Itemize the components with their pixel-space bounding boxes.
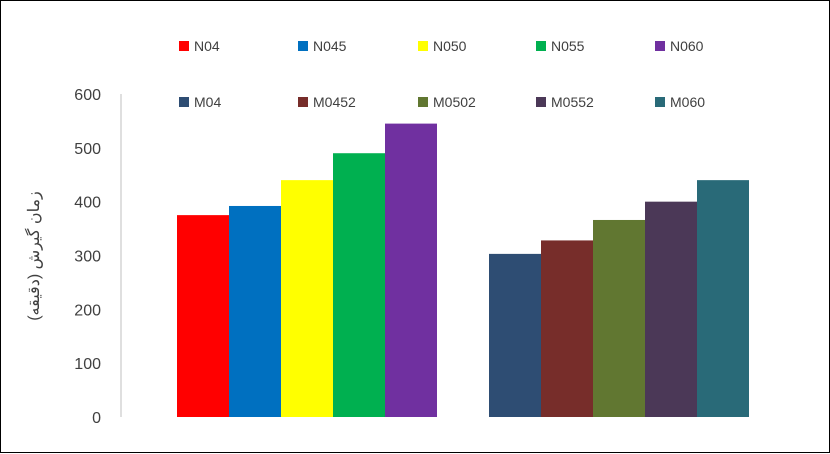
legend-swatch [179,41,189,51]
bar-n045 [229,205,281,417]
legend-swatch [418,41,428,51]
legend-item-m04: M04 [179,94,221,110]
bar-m0502 [593,219,645,417]
legend-swatch [418,97,428,107]
legend: N04 N045 N050 N055 N060 M04 M0452 M0502 M0552 M06… [179,38,705,110]
y-axis-label: زمان گیرش (دقیقه) [24,191,43,321]
legend-item-m0502: M0502 [418,94,476,110]
y-axis: 0 100 200 300 400 500 600 [74,87,122,427]
legend-label: M04 [194,94,221,110]
y-tick-label: 100 [74,356,101,373]
legend-swatch [179,97,189,107]
bar-n050 [281,180,333,417]
legend-label: M0552 [551,94,594,110]
legend-label: N045 [313,38,347,54]
legend-item-m0452: M0452 [298,94,356,110]
y-tick-label: 400 [74,195,101,212]
legend-swatch [298,97,308,107]
bar-n04 [177,215,229,417]
y-tick-label: 0 [92,410,101,427]
y-tick-label: 500 [74,141,101,158]
legend-swatch [655,97,665,107]
bar-m060 [697,180,749,417]
legend-label: M0452 [313,94,356,110]
legend-item-n045: N045 [298,38,347,54]
bar-n060 [385,123,437,417]
legend-swatch [298,41,308,51]
legend-label: M0502 [433,94,476,110]
y-tick-label: 600 [74,87,101,104]
y-tick-label: 300 [74,249,101,266]
legend-label: N060 [670,38,704,54]
legend-item-n060: N060 [655,38,704,54]
bars [177,123,749,417]
legend-label: N04 [194,38,220,54]
legend-label: N050 [433,38,467,54]
legend-swatch [536,97,546,107]
y-tick-label: 200 [74,302,101,319]
legend-item-m060: M060 [655,94,705,110]
legend-item-n050: N050 [418,38,467,54]
bar-n055 [333,153,385,417]
legend-item-n04: N04 [179,38,220,54]
legend-label: N055 [551,38,585,54]
legend-swatch [536,41,546,51]
legend-item-n055: N055 [536,38,585,54]
bar-m0552 [645,201,697,417]
legend-item-m0552: M0552 [536,94,594,110]
bar-m0452 [541,240,593,417]
legend-swatch [655,41,665,51]
legend-label: M060 [670,94,705,110]
bar-m04 [489,253,541,417]
